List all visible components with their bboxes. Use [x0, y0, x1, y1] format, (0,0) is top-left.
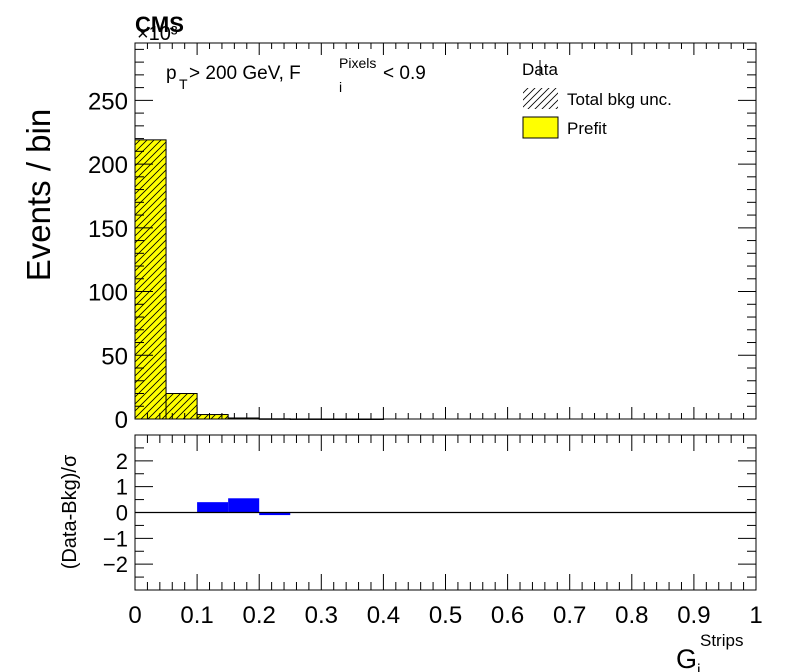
selection-f-superscript: Pixels	[339, 55, 376, 71]
main-y-tick-label: 100	[88, 280, 128, 307]
x-tick-label: 0.6	[491, 602, 524, 629]
legend-prefit-swatch	[522, 116, 559, 139]
pull-bar	[197, 502, 229, 513]
pull-y-tick-label: −2	[103, 552, 128, 577]
main-y-tick-label: 200	[88, 152, 128, 179]
unc-hatch-bar	[197, 414, 229, 419]
main-y-tick-label: 50	[101, 343, 128, 370]
main-y-tick-label: 150	[88, 216, 128, 243]
total-bkg-unc-hatch	[135, 139, 229, 419]
pull-y-tick-label: 1	[116, 475, 128, 500]
x-tick-label: 0.3	[305, 602, 338, 629]
pull-bar	[228, 498, 260, 513]
x-tick-label: 0.8	[615, 602, 648, 629]
main-axis-ticks	[134, 43, 757, 420]
x-axis-title-subscript: i	[697, 662, 701, 672]
x-tick-label: 0.4	[367, 602, 400, 629]
x-tick-label: 1	[749, 602, 762, 629]
selection-pt-cut: > 200 GeV, F	[189, 63, 301, 84]
main-y-tick-label: 250	[88, 88, 128, 115]
x-axis-title: G i Strips	[676, 631, 743, 672]
x-tick-label: 0	[128, 602, 141, 629]
experiment-label: CMS	[135, 12, 184, 37]
x-tick-label: 0.5	[429, 602, 462, 629]
unc-hatch-bar	[166, 393, 198, 419]
pull-bar	[259, 512, 291, 516]
x-tick-label: 0.1	[180, 602, 213, 629]
pull-y-tick-label: 2	[116, 449, 128, 474]
main-y-tick-label: 0	[115, 407, 128, 434]
legend-data-label: Data	[522, 60, 558, 79]
legend: Data Total bkg unc. Prefit	[522, 60, 672, 139]
x-axis-title-superscript: Strips	[700, 631, 743, 650]
x-tick-label: 0.2	[243, 602, 276, 629]
pull-bars	[197, 498, 291, 516]
legend-unc-label: Total bkg unc.	[567, 90, 672, 109]
pull-y-tick-label: 0	[116, 501, 128, 526]
unc-hatch-bar	[135, 139, 167, 419]
x-tick-label: 0.9	[677, 602, 710, 629]
prefit-bars	[134, 139, 384, 420]
selection-label: p T > 200 GeV, F i Pixels < 0.9	[166, 55, 426, 95]
main-histogram-panel: 0 50 100 150 200 250 Events / bin CMS ×10³ p …	[20, 12, 757, 434]
selection-f-cut: < 0.9	[383, 63, 426, 84]
pull-y-tick-label: −1	[103, 526, 128, 551]
selection-pt-subscript: T	[179, 76, 188, 92]
x-tick-labels: 0 0.1 0.2 0.3 0.4 0.5 0.6 0.7 0.8 0.9 1	[128, 602, 762, 629]
x-tick-label: 0.7	[553, 602, 586, 629]
legend-prefit-label: Prefit	[567, 119, 607, 138]
pull-y-axis-title: (Data-Bkg)/σ	[59, 454, 81, 569]
main-y-axis-title: Events / bin	[20, 109, 57, 281]
x-axis-title-main: G	[676, 644, 697, 672]
selection-f-subscript: i	[339, 79, 342, 95]
pull-axis-ticks	[134, 434, 757, 591]
main-y-tick-labels: 0 50 100 150 200 250	[88, 88, 128, 434]
legend-unc-swatch	[523, 88, 558, 109]
scale-factor-label: ×10³	[137, 23, 178, 45]
selection-pt: p	[166, 63, 177, 84]
